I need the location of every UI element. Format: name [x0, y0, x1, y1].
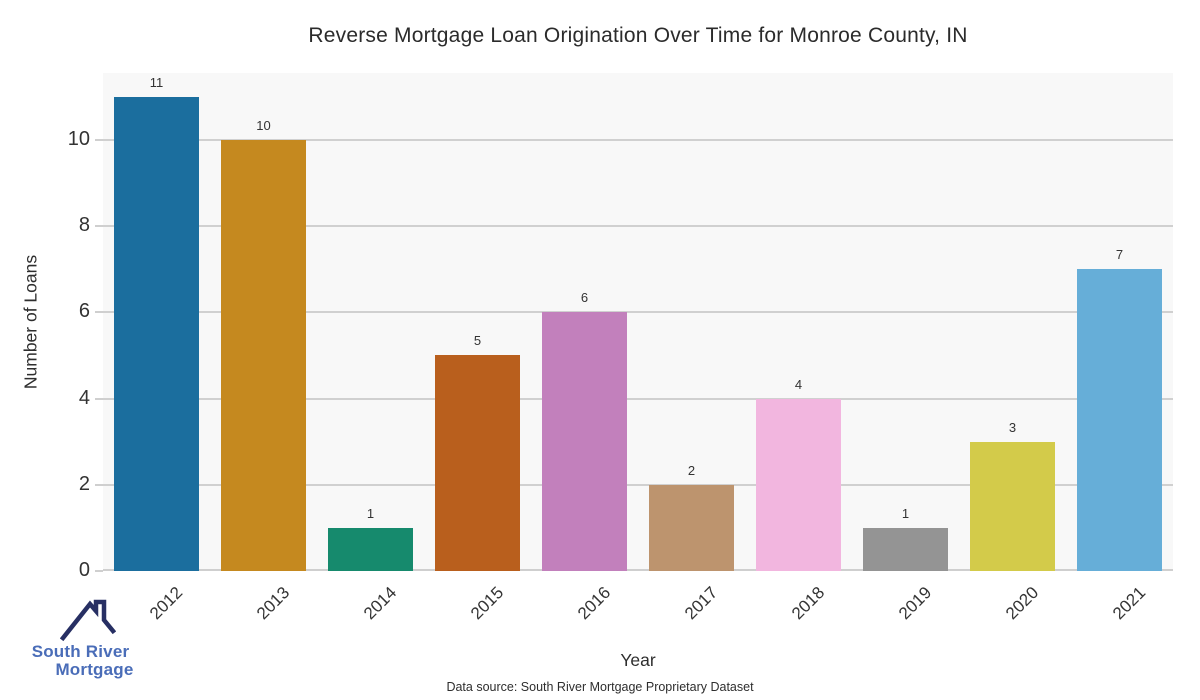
gridline-y-10 [103, 138, 1173, 141]
y-tick-mark-8 [95, 225, 103, 228]
x-tick-label-text: 2020 [1001, 583, 1042, 624]
data-source-note: Data source: South River Mortgage Propri… [446, 680, 754, 694]
x-tick-label-text: 2015 [466, 583, 507, 624]
y-tick-label-8: 8 [78, 214, 90, 237]
x-tick-label-text: 2019 [894, 583, 935, 624]
gridline-y-4 [103, 397, 1173, 400]
bar-2021 [1076, 269, 1163, 571]
plot-area: 11 10 1 5 6 2 4 1 3 7 [103, 73, 1173, 571]
chart-title: Reverse Mortgage Loan Origination Over T… [308, 24, 968, 47]
x-tick-label-text: 2021 [1108, 583, 1149, 624]
y-tick-mark-2 [95, 483, 103, 486]
y-tick-label-0: 0 [78, 559, 90, 581]
y-tick-mark-6 [95, 311, 103, 314]
bar-2012 [113, 96, 200, 571]
bar-2020 [969, 441, 1056, 571]
x-axis-line [103, 569, 1173, 571]
bar-value-label-2012: 11 [149, 74, 164, 90]
gridline-y-2 [103, 483, 1173, 486]
bar-value-label-2018: 4 [794, 376, 803, 392]
bar-2017 [648, 484, 735, 571]
gridline-y-6 [103, 311, 1173, 314]
x-axis-title: Year [620, 650, 656, 670]
y-tick-mark-10 [95, 138, 103, 141]
y-tick-mark-0 [95, 570, 103, 572]
bar-value-label-2013: 10 [256, 117, 271, 133]
y-tick-label-6: 6 [78, 300, 90, 323]
y-tick-mark-4 [95, 397, 103, 400]
x-tick-label-text: 2018 [787, 583, 828, 624]
bar-2013 [220, 139, 307, 571]
bar-value-label-2016: 6 [580, 290, 589, 306]
bar-2014 [327, 527, 414, 571]
bar-value-label-2017: 2 [687, 462, 696, 478]
bar-value-label-2019: 1 [901, 505, 910, 521]
logo-text-line1: South River [31, 642, 130, 661]
bar-value-label-2020: 3 [1008, 419, 1017, 435]
south-river-mortgage-logo: South River Mortgage [18, 594, 158, 694]
bar-2019 [862, 527, 949, 571]
x-tick-label-text: 2014 [359, 583, 400, 624]
logo-text-line2: Mortgage [55, 660, 134, 679]
bar-2015 [434, 355, 521, 571]
bar-2018 [755, 398, 842, 571]
house-roof-icon [60, 599, 116, 642]
bar-value-label-2015: 5 [473, 333, 482, 349]
y-tick-label-4: 4 [78, 386, 90, 409]
bar-2016 [541, 312, 628, 571]
y-tick-label-10: 10 [67, 127, 90, 150]
y-tick-label-2: 2 [78, 472, 90, 495]
x-tick-label-text: 2017 [680, 583, 721, 624]
gridline-y-8 [103, 225, 1173, 228]
x-tick-label-text: 2013 [252, 583, 293, 624]
bar-value-label-2021: 7 [1115, 247, 1124, 263]
bar-value-label-2014: 1 [366, 505, 375, 521]
x-tick-label-text: 2016 [573, 583, 614, 624]
